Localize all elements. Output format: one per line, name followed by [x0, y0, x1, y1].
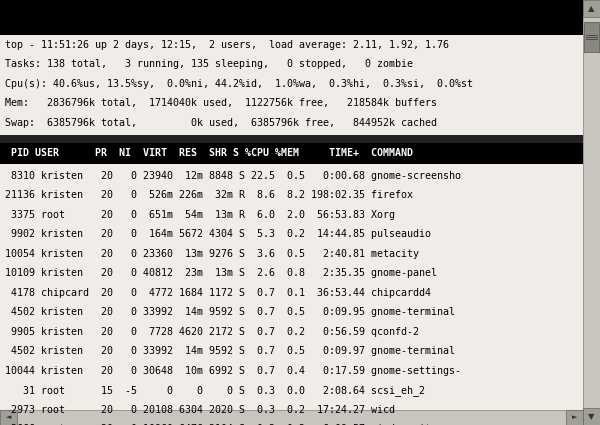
Text: 10109 kristen   20   0 40812  23m  13m S  2.6  0.8   2:35.35 gnome-panel: 10109 kristen 20 0 40812 23m 13m S 2.6 0…	[5, 268, 437, 278]
Text: ►: ►	[572, 414, 577, 420]
Text: 21136 kristen   20   0  526m 226m  32m R  8.6  8.2 198:02.35 firefox: 21136 kristen 20 0 526m 226m 32m R 8.6 8…	[5, 190, 413, 200]
Text: 3375 root      20   0  651m  54m  13m R  6.0  2.0  56:53.83 Xorg: 3375 root 20 0 651m 54m 13m R 6.0 2.0 56…	[5, 210, 395, 220]
Text: ▼: ▼	[588, 412, 595, 421]
Bar	[583, 408, 600, 425]
Text: 9902 kristen   20   0  164m 5672 4304 S  5.3  0.2  14:44.85 pulseaudio: 9902 kristen 20 0 164m 5672 4304 S 5.3 0…	[5, 229, 431, 239]
Text: 10044 kristen   20   0 30648  10m 6992 S  0.7  0.4   0:17.59 gnome-settings-: 10044 kristen 20 0 30648 10m 6992 S 0.7 …	[5, 366, 461, 376]
Bar	[0, 142, 583, 164]
Text: top - 11:51:26 up 2 days, 12:15,  2 users,  load average: 2.11, 1.92, 1.76: top - 11:51:26 up 2 days, 12:15, 2 users…	[5, 40, 449, 50]
Bar	[584, 22, 599, 52]
Bar	[583, 0, 600, 425]
Text: ◄: ◄	[6, 414, 11, 420]
Text: 9905 kristen   20   0  7728 4620 2172 S  0.7  0.2   0:56.59 qconfd-2: 9905 kristen 20 0 7728 4620 2172 S 0.7 0…	[5, 327, 419, 337]
Text: Cpu(s): 40.6%us, 13.5%sy,  0.0%ni, 44.2%id,  1.0%wa,  0.3%hi,  0.3%si,  0.0%st: Cpu(s): 40.6%us, 13.5%sy, 0.0%ni, 44.2%i…	[5, 79, 473, 89]
Text: Swap:  6385796k total,         0k used,  6385796k free,   844952k cached: Swap: 6385796k total, 0k used, 6385796k …	[5, 118, 437, 128]
Text: 3666 root      20   0 10960 6476 3104 S  0.3  0.2   6:09.57 wicd-monitor: 3666 root 20 0 10960 6476 3104 S 0.3 0.2…	[5, 424, 443, 425]
Text: Mem:   2836796k total,  1714040k used,  1122756k free,   218584k buffers: Mem: 2836796k total, 1714040k used, 1122…	[5, 98, 437, 108]
Text: 31 root      15  -5     0    0    0 S  0.3  0.0   2:08.64 scsi_eh_2: 31 root 15 -5 0 0 0 S 0.3 0.0 2:08.64 sc…	[5, 385, 425, 396]
Text: PID USER      PR  NI  VIRT  RES  SHR S %CPU %MEM     TIME+  COMMAND: PID USER PR NI VIRT RES SHR S %CPU %MEM …	[5, 148, 413, 158]
Text: ▲: ▲	[588, 4, 595, 13]
Bar	[0, 134, 583, 142]
Bar	[0, 0, 600, 35]
Text: 10054 kristen   20   0 23360  13m 9276 S  3.6  0.5   2:40.81 metacity: 10054 kristen 20 0 23360 13m 9276 S 3.6 …	[5, 249, 419, 259]
Text: Tasks: 138 total,   3 running, 135 sleeping,   0 stopped,   0 zombie: Tasks: 138 total, 3 running, 135 sleepin…	[5, 60, 413, 69]
Bar	[0, 410, 17, 425]
Text: 4502 kristen   20   0 33992  14m 9592 S  0.7  0.5   0:09.95 gnome-terminal: 4502 kristen 20 0 33992 14m 9592 S 0.7 0…	[5, 307, 455, 317]
Bar	[583, 0, 600, 17]
Text: 8310 kristen   20   0 23940  12m 8848 S 22.5  0.5   0:00.68 gnome-screensho: 8310 kristen 20 0 23940 12m 8848 S 22.5 …	[5, 171, 461, 181]
Bar	[566, 410, 583, 425]
Text: 4502 kristen   20   0 33992  14m 9592 S  0.7  0.5   0:09.97 gnome-terminal: 4502 kristen 20 0 33992 14m 9592 S 0.7 0…	[5, 346, 455, 356]
Bar	[0, 410, 583, 425]
Text: 4178 chipcard  20   0  4772 1684 1172 S  0.7  0.1  36:53.44 chipcardd4: 4178 chipcard 20 0 4772 1684 1172 S 0.7 …	[5, 288, 431, 298]
Text: 2973 root      20   0 20108 6304 2020 S  0.3  0.2  17:24.27 wicd: 2973 root 20 0 20108 6304 2020 S 0.3 0.2…	[5, 405, 395, 415]
